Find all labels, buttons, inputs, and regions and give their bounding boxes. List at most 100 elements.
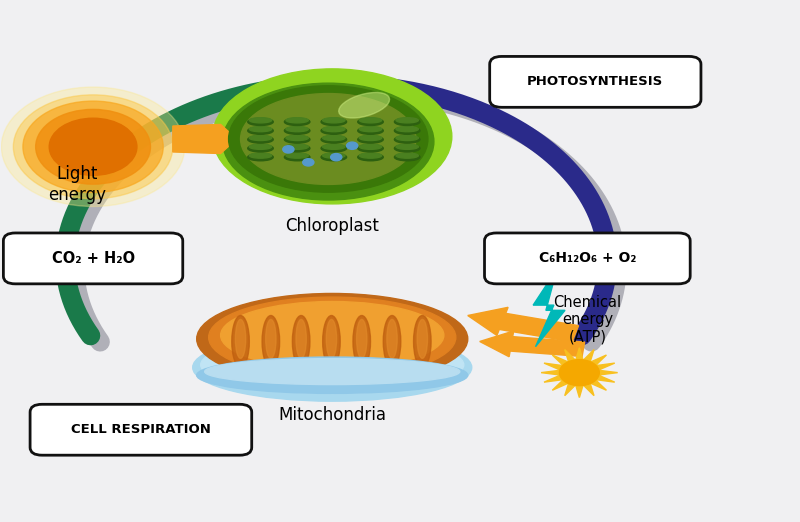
FancyBboxPatch shape <box>490 56 701 108</box>
Ellipse shape <box>321 127 346 134</box>
Ellipse shape <box>338 92 390 118</box>
Ellipse shape <box>394 127 420 134</box>
Ellipse shape <box>358 118 383 125</box>
Circle shape <box>302 159 314 166</box>
Ellipse shape <box>322 135 345 140</box>
Ellipse shape <box>358 145 383 152</box>
Ellipse shape <box>359 153 382 158</box>
Ellipse shape <box>286 135 308 140</box>
Ellipse shape <box>358 127 383 134</box>
Polygon shape <box>480 331 585 357</box>
Circle shape <box>50 118 137 175</box>
Circle shape <box>2 87 185 207</box>
Circle shape <box>36 110 150 184</box>
Ellipse shape <box>221 302 444 369</box>
Text: Light
energy: Light energy <box>48 165 106 204</box>
Ellipse shape <box>250 153 272 158</box>
Text: CELL RESPIRATION: CELL RESPIRATION <box>71 423 211 436</box>
Ellipse shape <box>396 144 418 149</box>
Ellipse shape <box>357 319 367 359</box>
Ellipse shape <box>321 153 346 161</box>
FancyBboxPatch shape <box>485 233 690 284</box>
Text: Chloroplast: Chloroplast <box>286 217 379 235</box>
Ellipse shape <box>321 136 346 143</box>
Ellipse shape <box>396 135 418 140</box>
Circle shape <box>23 101 163 193</box>
Ellipse shape <box>266 319 276 359</box>
Ellipse shape <box>250 126 272 132</box>
Ellipse shape <box>285 118 310 125</box>
Ellipse shape <box>396 126 418 132</box>
Ellipse shape <box>250 144 272 149</box>
Ellipse shape <box>359 117 382 123</box>
Ellipse shape <box>326 319 337 359</box>
Ellipse shape <box>248 153 274 161</box>
Ellipse shape <box>321 145 346 152</box>
Ellipse shape <box>197 293 468 384</box>
Ellipse shape <box>321 118 346 125</box>
Ellipse shape <box>222 83 434 200</box>
Ellipse shape <box>353 315 370 367</box>
Ellipse shape <box>322 117 345 123</box>
Ellipse shape <box>394 145 420 152</box>
Ellipse shape <box>387 319 398 359</box>
Ellipse shape <box>286 144 308 149</box>
Ellipse shape <box>232 315 250 367</box>
Ellipse shape <box>250 135 272 140</box>
Ellipse shape <box>285 136 310 143</box>
Ellipse shape <box>193 334 472 401</box>
Ellipse shape <box>359 135 382 140</box>
Ellipse shape <box>286 126 308 132</box>
Polygon shape <box>533 269 565 347</box>
Ellipse shape <box>285 153 310 161</box>
Ellipse shape <box>241 93 416 184</box>
Ellipse shape <box>205 359 460 385</box>
Ellipse shape <box>394 118 420 125</box>
Ellipse shape <box>396 117 418 123</box>
Ellipse shape <box>292 315 310 367</box>
Ellipse shape <box>358 153 383 161</box>
Ellipse shape <box>396 153 418 158</box>
Ellipse shape <box>296 319 306 359</box>
Ellipse shape <box>248 127 274 134</box>
Text: PHOTOSYNTHESIS: PHOTOSYNTHESIS <box>527 75 663 88</box>
Ellipse shape <box>322 153 345 158</box>
Circle shape <box>346 142 358 149</box>
Ellipse shape <box>394 136 420 143</box>
Ellipse shape <box>248 136 274 143</box>
Ellipse shape <box>250 117 272 123</box>
Ellipse shape <box>359 126 382 132</box>
Ellipse shape <box>213 69 452 204</box>
Text: C₆H₁₂O₆ + O₂: C₆H₁₂O₆ + O₂ <box>538 252 636 265</box>
FancyBboxPatch shape <box>3 233 182 284</box>
Polygon shape <box>468 307 578 342</box>
Ellipse shape <box>358 136 383 143</box>
Ellipse shape <box>248 145 274 152</box>
Ellipse shape <box>209 297 456 377</box>
Ellipse shape <box>359 144 382 149</box>
Ellipse shape <box>322 144 345 149</box>
Ellipse shape <box>201 336 464 394</box>
Text: Mitochondria: Mitochondria <box>278 407 386 424</box>
Circle shape <box>330 153 342 161</box>
Circle shape <box>559 360 599 386</box>
Text: Chemical
energy
(ATP): Chemical energy (ATP) <box>554 295 622 345</box>
Ellipse shape <box>414 315 431 367</box>
Ellipse shape <box>197 357 468 394</box>
Circle shape <box>283 146 294 153</box>
Ellipse shape <box>229 86 428 192</box>
Ellipse shape <box>286 117 308 123</box>
Ellipse shape <box>235 319 246 359</box>
Polygon shape <box>541 348 618 398</box>
Ellipse shape <box>417 319 427 359</box>
Ellipse shape <box>248 118 274 125</box>
Ellipse shape <box>394 153 420 161</box>
Polygon shape <box>173 124 237 153</box>
FancyBboxPatch shape <box>30 405 252 455</box>
Ellipse shape <box>285 145 310 152</box>
Ellipse shape <box>383 315 401 367</box>
Text: CO₂ + H₂O: CO₂ + H₂O <box>51 251 134 266</box>
Ellipse shape <box>322 315 340 367</box>
Ellipse shape <box>286 153 308 158</box>
Ellipse shape <box>262 315 280 367</box>
